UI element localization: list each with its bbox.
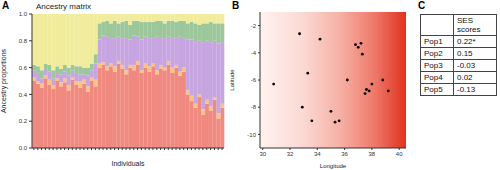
html-text:A: A xyxy=(2,0,10,11)
svg-text:-6: -6 xyxy=(251,77,257,83)
html-text:Pop3: Pop3 xyxy=(424,61,443,70)
svg-text:Longitude: Longitude xyxy=(320,163,347,169)
html-text:0.15: 0.15 xyxy=(457,49,473,58)
html-text:Pop2: Pop2 xyxy=(424,49,443,58)
html-text:-0.03: -0.03 xyxy=(457,61,476,70)
html-text:Pop5: Pop5 xyxy=(424,85,443,94)
svg-text:Ancestry proportions: Ancestry proportions xyxy=(8,48,9,113)
svg-text:1.0: 1.0 xyxy=(19,11,28,17)
svg-text:0.6: 0.6 xyxy=(19,65,28,71)
svg-text:34: 34 xyxy=(314,151,321,157)
html-text:SES scores: SES scores xyxy=(457,16,481,34)
svg-text:32: 32 xyxy=(287,151,294,157)
svg-text:Latitude: Latitude xyxy=(230,69,235,91)
svg-text:-2: -2 xyxy=(251,23,257,29)
svg-text:-4: -4 xyxy=(251,50,257,56)
svg-text:40: 40 xyxy=(396,151,403,157)
svg-text:0.2: 0.2 xyxy=(19,118,28,124)
svg-text:Individuals: Individuals xyxy=(111,160,145,167)
svg-text:0.4: 0.4 xyxy=(19,92,28,98)
html-text:0.22*: 0.22* xyxy=(457,37,476,46)
html-text:B: B xyxy=(232,0,240,11)
html-text:C: C xyxy=(418,0,426,11)
svg-text:-8: -8 xyxy=(251,104,257,110)
svg-text:30: 30 xyxy=(259,151,266,157)
html-text:Ancestry matrix: Ancestry matrix xyxy=(36,2,92,11)
html-text:0.02: 0.02 xyxy=(457,73,473,82)
svg-text:0.8: 0.8 xyxy=(19,38,28,44)
svg-text:36: 36 xyxy=(341,151,348,157)
html-text:Pop4: Pop4 xyxy=(424,73,443,82)
html-text:-0.13: -0.13 xyxy=(457,85,476,94)
svg-text:0.0: 0.0 xyxy=(19,145,28,151)
svg-text:38: 38 xyxy=(369,151,376,157)
html-text:Pop1: Pop1 xyxy=(424,37,443,46)
svg-text:-10: -10 xyxy=(247,132,256,138)
